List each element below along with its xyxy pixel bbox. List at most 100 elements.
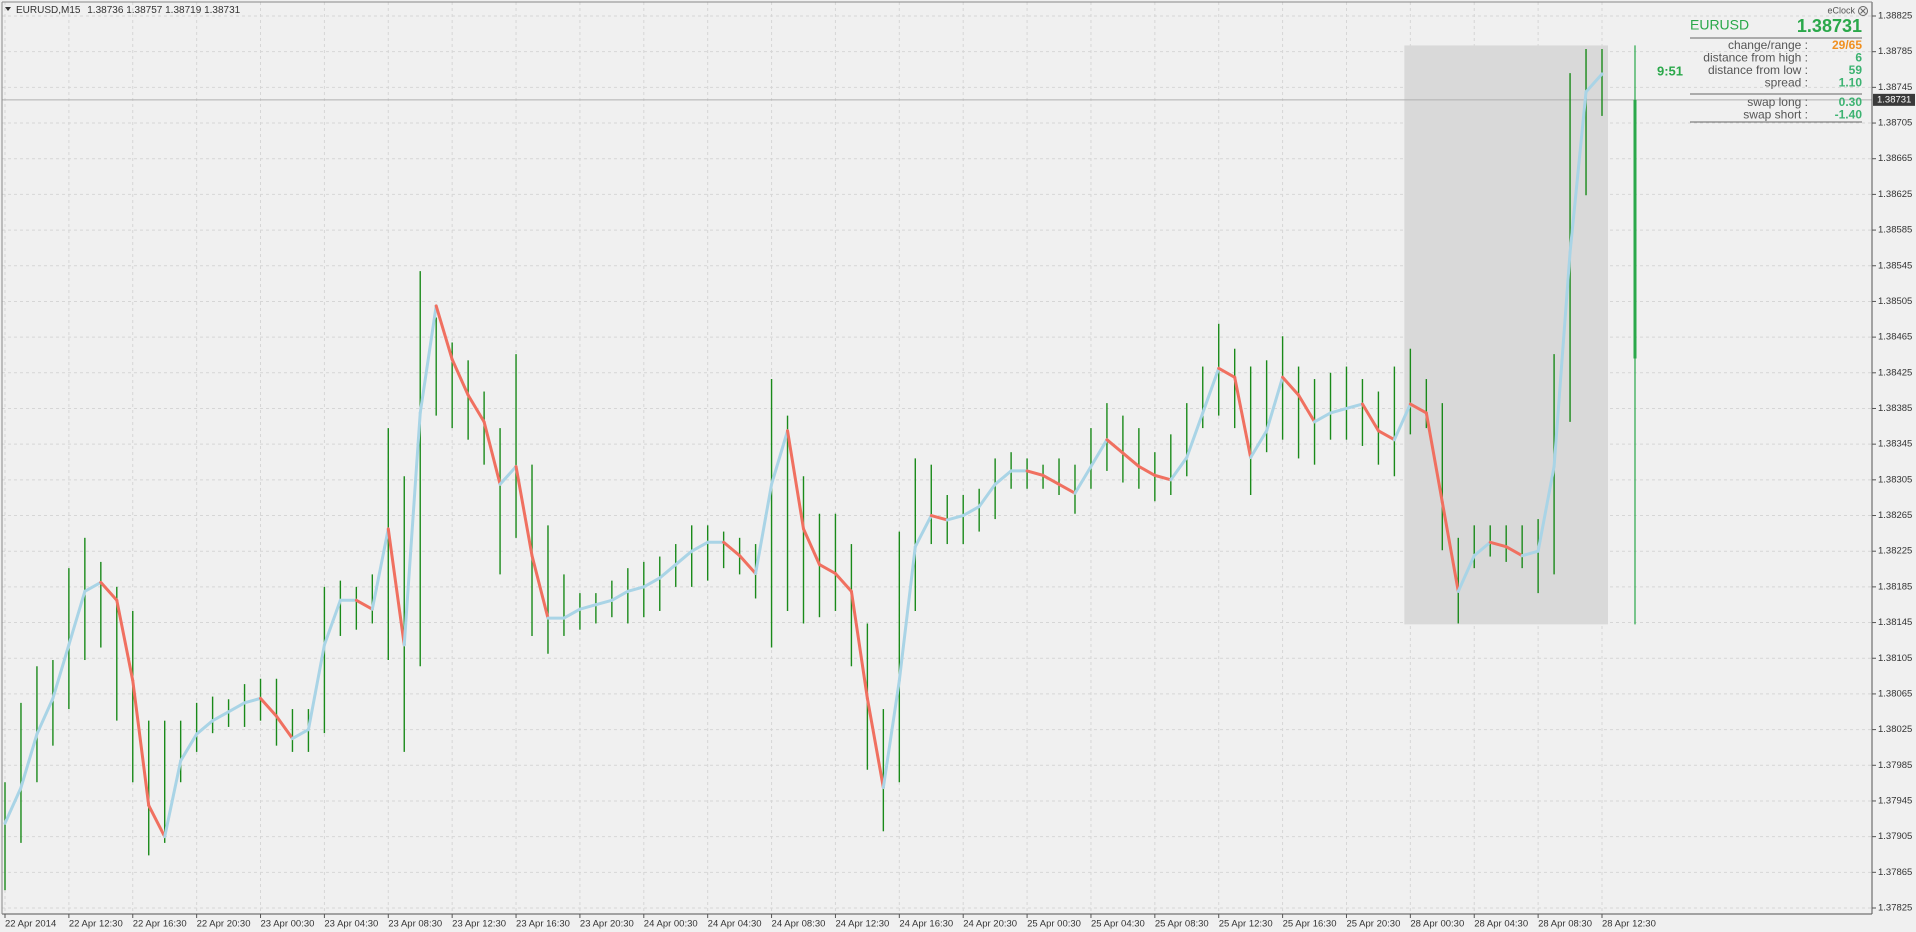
panel-value: 59 — [1849, 63, 1863, 77]
ma-segment — [115, 598, 135, 683]
close-icon[interactable] — [1858, 6, 1868, 16]
y-tick-label: 1.38425 — [1878, 367, 1912, 378]
open: 1.38736 — [87, 5, 124, 16]
panel-value: 1.10 — [1839, 76, 1863, 90]
x-tick-label: 22 Apr 2014 — [5, 919, 56, 930]
ma-segment — [738, 554, 758, 575]
panel-label: swap long : — [1747, 95, 1808, 109]
close-icon[interactable] — [1860, 8, 1866, 14]
ma-segment — [227, 701, 247, 714]
x-tick-label: 23 Apr 16:30 — [516, 919, 570, 930]
ma-segment — [274, 714, 294, 741]
x-tick-label: 22 Apr 16:30 — [133, 919, 187, 930]
ma-segment — [1041, 473, 1061, 486]
x-tick-label: 28 Apr 08:30 — [1538, 919, 1592, 930]
ma-segment — [1281, 375, 1301, 397]
ma-segment — [51, 643, 71, 700]
ma-segment — [514, 464, 534, 558]
x-tick-label: 25 Apr 04:30 — [1091, 919, 1145, 930]
ma-segment — [1472, 540, 1492, 558]
y-tick-label: 1.38105 — [1878, 653, 1912, 664]
ma-segment — [1137, 464, 1157, 477]
ma-segment — [259, 696, 278, 718]
ma-segment — [163, 759, 183, 839]
x-tick-label: 23 Apr 04:30 — [324, 919, 378, 930]
x-tick-label: 24 Apr 12:30 — [835, 919, 889, 930]
y-tick-label: 1.37905 — [1878, 831, 1912, 842]
ma-segment — [290, 728, 310, 741]
y-tick-label: 1.38225 — [1878, 546, 1912, 557]
ma-segment — [1025, 469, 1045, 477]
menu-arrow[interactable] — [5, 7, 11, 11]
ma-segment — [386, 527, 406, 647]
ma-segment — [19, 732, 39, 790]
x-tick-label: 25 Apr 00:30 — [1027, 919, 1081, 930]
ma-segment — [802, 527, 821, 567]
ma-segment — [913, 514, 933, 549]
ma-segment — [754, 482, 774, 575]
ma-segment — [195, 719, 215, 736]
x-tick-label: 28 Apr 04:30 — [1474, 919, 1528, 930]
panel-label: distance from low : — [1708, 63, 1808, 77]
ma-segment — [1201, 366, 1221, 415]
ma-segment — [770, 429, 790, 486]
ma-segment — [35, 696, 55, 736]
ma-segment — [881, 679, 901, 790]
ma-segment — [786, 429, 805, 531]
y-tick-label: 1.38185 — [1878, 581, 1912, 592]
y-tick-label: 1.37825 — [1878, 903, 1912, 914]
ma-segment — [1504, 545, 1524, 558]
x-tick-label: 23 Apr 08:30 — [388, 919, 442, 930]
y-tick-label: 1.38345 — [1878, 439, 1912, 450]
y-tick-label: 1.38145 — [1878, 617, 1912, 628]
ma-segment — [131, 679, 151, 807]
panel-label: distance from high : — [1703, 51, 1808, 65]
ma-segment — [722, 540, 742, 558]
ma-segment — [1217, 366, 1237, 379]
ma-segment — [3, 786, 23, 825]
ma-segment — [99, 580, 119, 602]
ma-segment — [1313, 411, 1333, 424]
ma-segment — [498, 464, 518, 486]
x-tick-label: 23 Apr 12:30 — [452, 919, 506, 930]
y-tick-label: 1.38265 — [1878, 510, 1912, 521]
ma-segment — [1233, 375, 1253, 460]
y-tick-label: 1.37985 — [1878, 760, 1912, 771]
ma-segment — [658, 563, 678, 580]
ma-segment — [1520, 549, 1540, 558]
ma-segment — [1360, 402, 1380, 433]
x-tick-label: 23 Apr 00:30 — [261, 919, 315, 930]
ma-segment — [1392, 402, 1412, 442]
y-tick-label: 1.38665 — [1878, 153, 1912, 164]
y-tick-label: 1.38025 — [1878, 724, 1912, 735]
ma-segment — [1185, 411, 1205, 460]
ma-segment — [147, 803, 167, 839]
ma-segment — [1344, 402, 1364, 410]
ma-segment — [1424, 411, 1444, 504]
panel-label: spread : — [1765, 76, 1808, 90]
y-tick-label: 1.38505 — [1878, 296, 1912, 307]
ma-segment — [690, 540, 710, 553]
y-tick-label: 1.38385 — [1878, 403, 1912, 414]
price-label-box — [1873, 93, 1915, 106]
panel-value: 0.30 — [1839, 95, 1863, 109]
ma-segment — [1057, 482, 1077, 495]
ma-segment — [83, 580, 103, 593]
ma-segment — [1536, 464, 1556, 553]
symbol: EURUSD,M15 — [16, 5, 81, 16]
y-tick-label: 1.38585 — [1878, 225, 1912, 236]
indicator-name: eClock — [1827, 5, 1855, 15]
ma-segment — [817, 563, 837, 575]
y-tick-label: 1.38305 — [1878, 474, 1912, 485]
header: EURUSD,M15 1.38736 1.38757 1.38719 1.387… — [16, 5, 241, 16]
ma-segment — [1169, 456, 1189, 482]
ma-segment — [179, 732, 199, 763]
ma-segment — [833, 572, 853, 593]
ma-segment — [354, 598, 374, 611]
ma-segment — [1408, 402, 1428, 415]
ma-segment — [1440, 500, 1460, 593]
x-tick-label: 25 Apr 16:30 — [1283, 919, 1337, 930]
x-tick-label: 22 Apr 12:30 — [69, 919, 123, 930]
